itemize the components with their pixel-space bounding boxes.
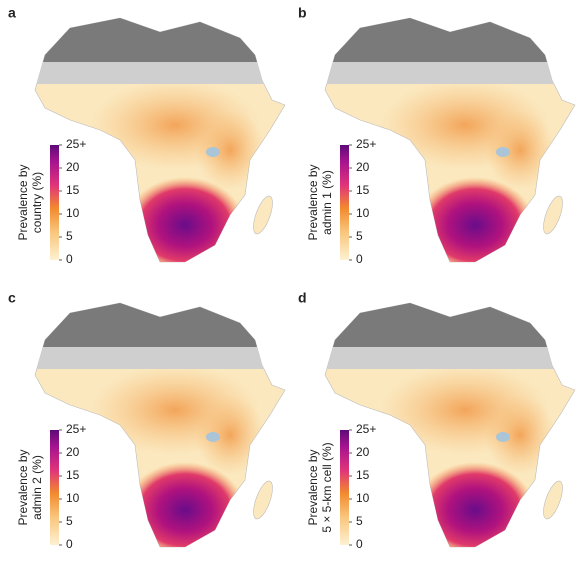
colorbar bbox=[50, 145, 59, 260]
tick-label: 5 bbox=[356, 514, 363, 528]
colorbar bbox=[340, 430, 349, 545]
tick-label: 20 bbox=[356, 160, 370, 174]
tick-label: 10 bbox=[356, 491, 370, 505]
colorbar bbox=[50, 430, 59, 545]
tick-label: 5 bbox=[66, 229, 73, 243]
tick-label: 20 bbox=[356, 445, 370, 459]
panel-letter: a bbox=[8, 5, 16, 21]
panel: b Prevalence by admin 1 (%) 25+ 20 15 10 5 0 bbox=[290, 0, 581, 273]
tick-label: 25+ bbox=[356, 422, 376, 436]
panel-letter: b bbox=[298, 5, 307, 21]
legend-title: admin 2 (%) bbox=[30, 455, 44, 520]
tick-label: 10 bbox=[356, 206, 370, 220]
tick-label: 0 bbox=[66, 252, 73, 266]
tick-label: 20 bbox=[66, 160, 80, 174]
tick-label: 0 bbox=[356, 252, 363, 266]
tick-label: 10 bbox=[66, 206, 80, 220]
tick-label: 15 bbox=[66, 468, 80, 482]
tick-label: 25+ bbox=[356, 137, 376, 151]
legend-title: country (%) bbox=[30, 172, 44, 233]
legend-title: Prevalence by bbox=[306, 449, 320, 525]
legend-title: Prevalence by bbox=[306, 164, 320, 240]
map bbox=[0, 285, 300, 558]
legend-title: admin 1 (%) bbox=[320, 170, 334, 235]
tick-label: 15 bbox=[66, 183, 80, 197]
tick-label: 5 bbox=[356, 229, 363, 243]
tick-label: 5 bbox=[66, 514, 73, 528]
panel-letter: c bbox=[8, 290, 16, 306]
tick-label: 0 bbox=[66, 537, 73, 551]
tick-label: 20 bbox=[66, 445, 80, 459]
tick-label: 25+ bbox=[66, 422, 86, 436]
legend-title: Prevalence by bbox=[16, 449, 30, 525]
map bbox=[0, 0, 300, 273]
legend-title: 5 × 5-km cell (%) bbox=[320, 442, 334, 532]
tick-label: 10 bbox=[66, 491, 80, 505]
tick-label: 15 bbox=[356, 468, 370, 482]
legend-title: Prevalence by bbox=[16, 164, 30, 240]
tick-label: 25+ bbox=[66, 137, 86, 151]
panel: c Prevalence by admin 2 (%) 25+ 20 15 10 5 0 bbox=[0, 285, 300, 558]
tick-label: 15 bbox=[356, 183, 370, 197]
panel: d Prevalence by 5 × 5-km cell (%) 25+ 20 15 10… bbox=[290, 285, 581, 558]
colorbar bbox=[340, 145, 349, 260]
tick-label: 0 bbox=[356, 537, 363, 551]
panel: a Prevalence by country (%) 25+ 20 15 10 5 0 bbox=[0, 0, 300, 273]
panel-letter: d bbox=[298, 290, 307, 306]
